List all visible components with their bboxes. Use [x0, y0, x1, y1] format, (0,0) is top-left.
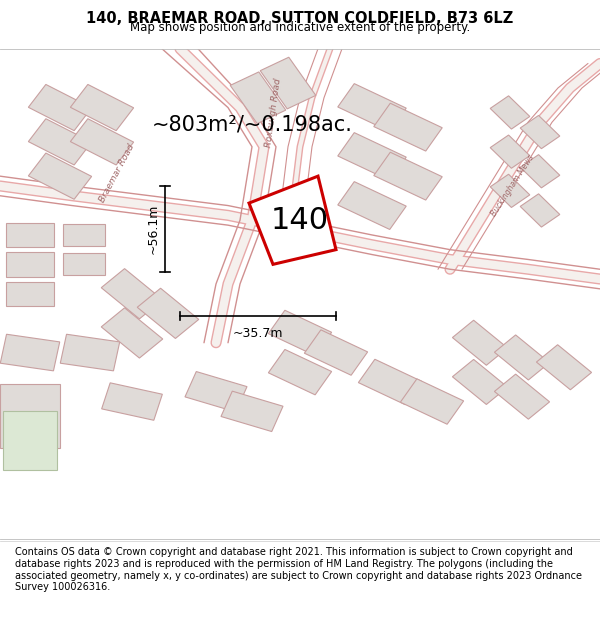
Polygon shape	[28, 153, 92, 199]
Polygon shape	[6, 252, 54, 277]
Polygon shape	[490, 174, 530, 208]
Polygon shape	[452, 359, 508, 404]
Polygon shape	[230, 72, 286, 124]
Polygon shape	[260, 58, 316, 109]
Polygon shape	[70, 119, 134, 165]
Polygon shape	[137, 288, 199, 339]
Polygon shape	[249, 176, 336, 264]
Polygon shape	[358, 359, 422, 404]
Polygon shape	[490, 96, 530, 129]
Polygon shape	[0, 384, 60, 448]
Text: 140, BRAEMAR ROAD, SUTTON COLDFIELD, B73 6LZ: 140, BRAEMAR ROAD, SUTTON COLDFIELD, B73…	[86, 11, 514, 26]
Polygon shape	[268, 349, 332, 395]
Polygon shape	[28, 84, 92, 131]
Text: Contains OS data © Crown copyright and database right 2021. This information is : Contains OS data © Crown copyright and d…	[15, 548, 582, 592]
Polygon shape	[0, 334, 60, 371]
Polygon shape	[452, 320, 508, 365]
Text: ~56.1m: ~56.1m	[146, 204, 160, 254]
Polygon shape	[400, 379, 464, 424]
Polygon shape	[494, 335, 550, 380]
Polygon shape	[101, 308, 163, 358]
Polygon shape	[494, 374, 550, 419]
Polygon shape	[374, 152, 442, 200]
Text: ~803m²/~0.198ac.: ~803m²/~0.198ac.	[152, 115, 352, 135]
Text: Roxburgh Road: Roxburgh Road	[263, 78, 283, 148]
Polygon shape	[304, 330, 368, 375]
Polygon shape	[28, 119, 92, 165]
Polygon shape	[60, 334, 120, 371]
Polygon shape	[3, 411, 57, 470]
Polygon shape	[6, 222, 54, 248]
Text: Map shows position and indicative extent of the property.: Map shows position and indicative extent…	[130, 21, 470, 34]
Polygon shape	[374, 103, 442, 151]
Polygon shape	[520, 116, 560, 149]
Polygon shape	[520, 154, 560, 188]
Polygon shape	[338, 182, 406, 229]
Polygon shape	[63, 253, 105, 276]
Polygon shape	[221, 391, 283, 431]
Polygon shape	[101, 383, 163, 420]
Polygon shape	[6, 281, 54, 306]
Polygon shape	[338, 132, 406, 181]
Polygon shape	[101, 269, 163, 319]
Text: 140: 140	[271, 206, 329, 235]
Polygon shape	[338, 84, 406, 131]
Text: ~35.7m: ~35.7m	[233, 328, 283, 341]
Text: Buckingham Mews: Buckingham Mews	[490, 154, 536, 218]
Polygon shape	[63, 224, 105, 246]
Polygon shape	[268, 310, 332, 356]
Text: Braemar Road: Braemar Road	[98, 143, 136, 204]
Polygon shape	[520, 194, 560, 227]
Polygon shape	[185, 371, 247, 412]
Polygon shape	[536, 345, 592, 390]
Polygon shape	[490, 135, 530, 168]
Polygon shape	[70, 84, 134, 131]
